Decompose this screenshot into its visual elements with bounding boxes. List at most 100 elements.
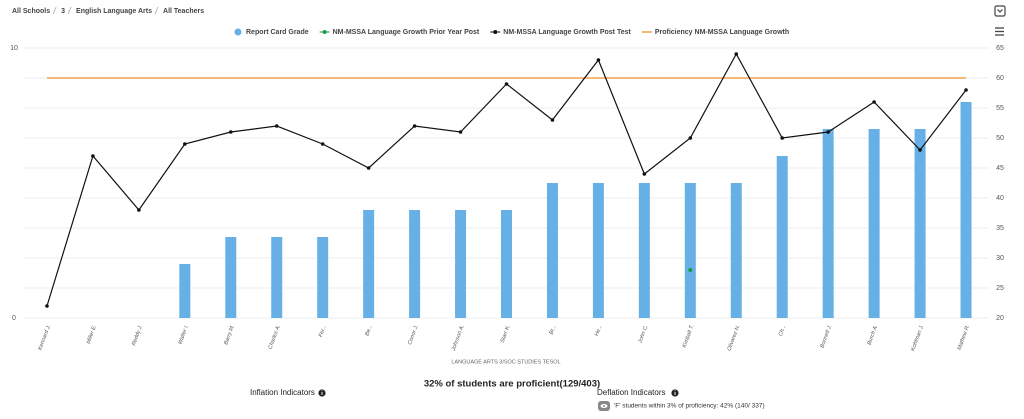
y2-tick-label: 30 — [996, 255, 1004, 262]
x-tick-label: Conor J. — [407, 324, 420, 346]
bar — [868, 129, 880, 318]
y2-tick-label: 55 — [996, 105, 1004, 112]
bar — [225, 237, 237, 318]
x-tick-label: Br... — [549, 324, 558, 335]
line-point — [504, 82, 509, 86]
line-point — [642, 172, 647, 176]
legend-label: NM-MSSA Language Growth Post Test — [503, 29, 631, 36]
y2-tick-label: 40 — [996, 195, 1004, 202]
deflation-item: 'F' students within 3% of proficiency: 4… — [614, 403, 765, 410]
breadcrumb-link[interactable]: English Language Arts — [76, 8, 152, 15]
x-tick-label: Olivarez N. — [727, 324, 742, 352]
bar — [592, 183, 604, 318]
line-point — [964, 88, 968, 92]
bar — [409, 210, 421, 318]
bar — [638, 183, 650, 318]
x-tick-label: Walter I. — [177, 324, 190, 345]
bar — [271, 237, 283, 318]
x-tick-label: Burch A. — [867, 324, 880, 346]
x-tick-label: Barry M. — [223, 324, 236, 346]
breadcrumb-link[interactable]: All Teachers — [163, 8, 204, 15]
x-tick-label: Mathew R. — [957, 324, 972, 351]
line-point — [228, 130, 233, 134]
crumb-separator — [154, 6, 159, 15]
bar — [455, 210, 467, 318]
y2-tick-label: 35 — [996, 225, 1004, 232]
menu-button[interactable] — [995, 27, 1004, 36]
bar — [363, 210, 375, 318]
x-tick-label: Kohlman J. — [910, 324, 925, 352]
line-point — [780, 136, 785, 140]
bar — [546, 183, 558, 318]
line-point — [872, 100, 876, 104]
point — [688, 268, 693, 272]
crumb-separator — [52, 6, 57, 15]
line-point — [274, 124, 279, 128]
y2-tick-label: 20 — [996, 315, 1004, 322]
breadcrumb-link[interactable]: 3 — [61, 8, 65, 15]
x-tick-label: Kimball T. — [682, 324, 696, 349]
line-point — [550, 118, 555, 122]
eye-icon[interactable] — [598, 401, 610, 411]
bar — [317, 237, 329, 318]
x-tick-label: Johnson A. — [450, 324, 465, 353]
x-tick-label: Bonnell J. — [820, 324, 834, 349]
x-tick-label: Fer... — [318, 324, 328, 338]
line-point — [183, 142, 187, 146]
line-point — [91, 154, 95, 158]
legend-label: Proficiency NM-MSSA Language Growth — [655, 29, 789, 36]
legend-item[interactable]: Report Card Grade — [234, 28, 309, 36]
bar — [914, 129, 926, 318]
x-tick-label: Charles A. — [268, 324, 282, 350]
info-icon[interactable] — [318, 389, 326, 397]
bar — [501, 210, 512, 318]
legend-swatch — [322, 30, 327, 34]
line-point — [918, 148, 922, 152]
line-point — [458, 130, 463, 134]
y2-tick-label: 60 — [996, 75, 1004, 82]
line-point — [826, 130, 830, 134]
legend-swatch — [234, 28, 242, 36]
legend-item[interactable]: Proficiency NM-MSSA Language Growth — [641, 29, 789, 36]
y2-tick-label: 45 — [996, 165, 1004, 172]
x-axis-title: LANGUAGE ARTS 3/SOC STUDIES TESOL — [451, 359, 560, 365]
legend-swatch — [493, 30, 498, 34]
y2-tick-label: 50 — [996, 135, 1004, 142]
x-tick-label: Reddy J. — [131, 324, 144, 346]
line-point — [320, 142, 325, 146]
x-tick-label: Ch... — [778, 324, 788, 337]
x-tick-label: Starr K. — [500, 324, 512, 344]
bar — [822, 129, 834, 318]
bar — [960, 102, 972, 318]
legend-item[interactable]: NM-MSSA Language Growth Post Test — [490, 29, 631, 36]
deflation-title: Deflation Indicators — [597, 388, 665, 397]
x-tick-label: Kennard J. — [37, 324, 52, 351]
inflation-title: Inflation Indicators — [250, 388, 315, 397]
line-point — [412, 124, 417, 128]
x-tick-label: Be... — [364, 324, 374, 337]
export-button[interactable] — [994, 5, 1006, 17]
y-tick-label: 10 — [10, 45, 18, 52]
legend-label: NM-MSSA Language Growth Prior Year Post — [333, 29, 480, 36]
y-tick-label: 0 — [12, 315, 16, 322]
bar — [179, 264, 191, 318]
x-tick-label: John C. — [637, 324, 649, 345]
crumb-separator — [67, 6, 72, 15]
breadcrumb-link[interactable]: All Schools — [12, 8, 50, 15]
x-tick-label: He... — [594, 324, 604, 337]
bar — [730, 183, 742, 318]
x-tick-label: Miller E. — [86, 324, 98, 345]
bar — [776, 156, 788, 318]
bar — [684, 183, 696, 318]
y2-tick-label: 65 — [996, 45, 1004, 52]
line-point — [137, 208, 141, 212]
legend-item[interactable]: NM-MSSA Language Growth Prior Year Post — [319, 29, 480, 36]
y2-tick-label: 25 — [996, 285, 1004, 292]
line-point — [596, 58, 601, 62]
line-point — [45, 304, 49, 308]
legend-label: Report Card Grade — [246, 29, 309, 36]
line-point — [734, 52, 739, 56]
summary: 32% of students are proficient(129/403) — [424, 379, 600, 390]
info-icon[interactable] — [671, 389, 679, 397]
line-point — [688, 136, 693, 140]
